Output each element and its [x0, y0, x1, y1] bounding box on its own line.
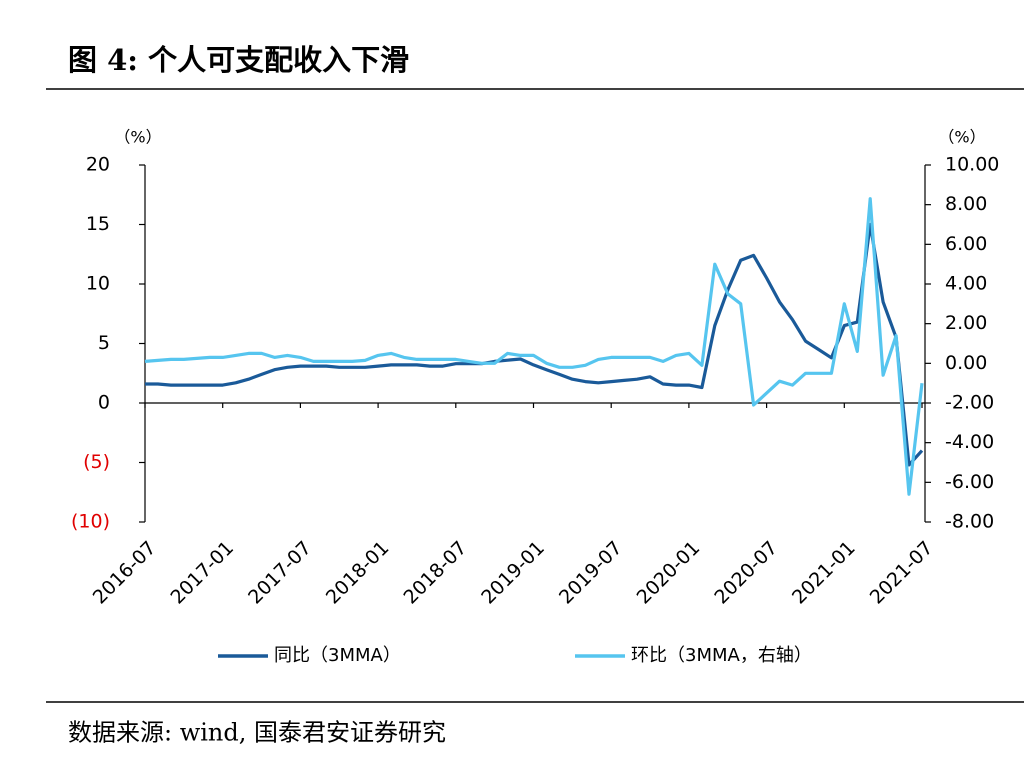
y2-tick-label: -8.00	[945, 511, 994, 533]
series-line	[145, 222, 924, 467]
y2-tick-label: 8.00	[945, 193, 987, 215]
y-tick-label: 20	[86, 154, 110, 176]
chart-title: 图 4: 个人可支配收入下滑	[68, 43, 409, 77]
x-tick-label: 2019-07	[555, 537, 627, 609]
y-tick-label: 0	[98, 392, 110, 414]
x-tick-label: 2016-07	[89, 537, 161, 609]
legend-label: 同比（3MMA）	[274, 645, 401, 666]
y2-tick-label: 0.00	[945, 352, 987, 374]
y2-axis-label: （%）	[938, 128, 985, 147]
x-tick-label: 2017-07	[244, 537, 316, 609]
x-tick-label: 2018-07	[400, 537, 472, 609]
y2-tick-label: -2.00	[945, 392, 994, 414]
y2-tick-label: 2.00	[945, 312, 987, 334]
legend-label: 环比（3MMA，右轴）	[631, 645, 812, 666]
y-tick-label: (10)	[71, 511, 110, 533]
y-axis-label: （%）	[114, 128, 161, 147]
x-tick-label: 2020-01	[633, 537, 705, 609]
y-tick-label: 15	[86, 213, 110, 235]
x-tick-label: 2019-01	[477, 537, 549, 609]
y-tick-label: 10	[86, 273, 110, 295]
y2-tick-label: 6.00	[945, 233, 987, 255]
x-tick-label: 2021-07	[866, 537, 938, 609]
x-tick-label: 2018-01	[322, 537, 394, 609]
x-tick-label: 2021-01	[788, 537, 860, 609]
y-tick-label: 5	[98, 332, 110, 354]
series-line	[144, 197, 924, 496]
source: 数据来源: wind, 国泰君安证券研究	[68, 719, 446, 747]
y2-tick-label: -6.00	[945, 471, 994, 493]
x-tick-label: 2020-07	[710, 537, 782, 609]
y2-tick-label: 4.00	[945, 273, 987, 295]
y2-tick-label: 10.00	[945, 154, 999, 176]
y-tick-label: (5)	[83, 451, 110, 473]
x-tick-label: 2017-01	[166, 537, 238, 609]
y2-tick-label: -4.00	[945, 431, 994, 453]
